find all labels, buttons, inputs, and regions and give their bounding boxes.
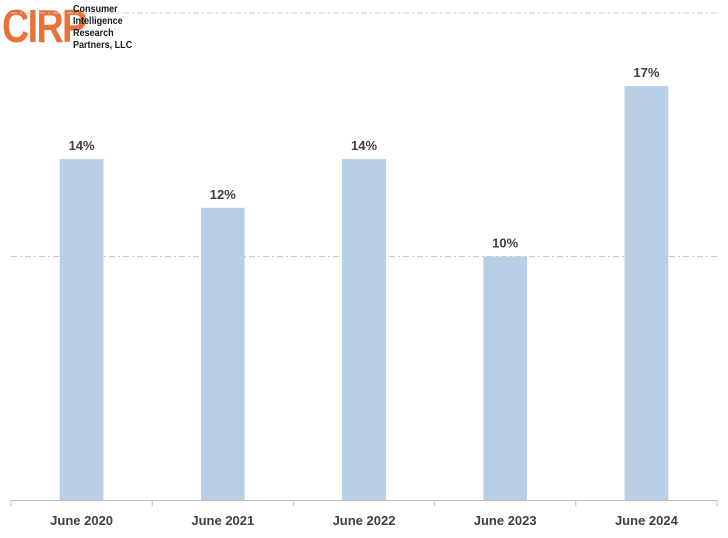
data-label: 12% [210,187,236,202]
bar [624,86,669,501]
cirp-logo: CIRP Consumer Intelligence Research Part… [0,0,140,56]
x-axis: June 2020 June 2021 June 2022 June 2023 June… [10,500,718,528]
logo-line: Consumer [73,3,118,15]
bars [59,86,669,501]
logo-mark: CIRP [2,0,87,52]
logo-line: Partners, LLC [73,39,133,51]
data-label: 17% [633,65,659,80]
x-tick-label: June 2023 [474,513,537,528]
data-label: 10% [492,236,518,251]
bar [483,256,528,500]
x-tick-label: June 2020 [50,513,113,528]
logo-line: Research [73,27,114,39]
data-label: 14% [351,138,377,153]
x-tick-label: June 2021 [191,513,254,528]
bar [59,159,104,500]
bar [342,159,386,500]
logo-company-name: Consumer Intelligence Research Partners,… [73,3,133,51]
bar [200,207,245,501]
data-labels: 14% 12% 14% 10% 17% [69,65,660,250]
data-label: 14% [69,138,95,153]
logo-line: Intelligence [73,15,123,27]
x-tick-label: June 2022 [333,513,396,528]
x-tick-label: June 2024 [615,513,679,528]
